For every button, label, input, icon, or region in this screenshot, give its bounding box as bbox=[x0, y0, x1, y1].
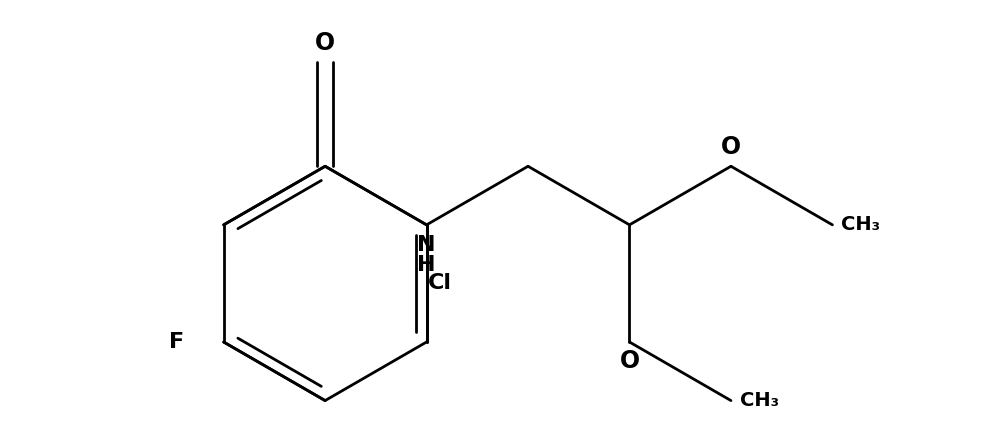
Text: Cl: Cl bbox=[427, 273, 451, 293]
Text: H: H bbox=[417, 255, 435, 275]
Text: CH₃: CH₃ bbox=[739, 391, 778, 410]
Text: N: N bbox=[417, 235, 435, 255]
Text: O: O bbox=[315, 31, 335, 55]
Text: CH₃: CH₃ bbox=[841, 215, 880, 235]
Text: F: F bbox=[170, 332, 185, 352]
Text: O: O bbox=[619, 349, 639, 373]
Text: O: O bbox=[720, 135, 740, 159]
